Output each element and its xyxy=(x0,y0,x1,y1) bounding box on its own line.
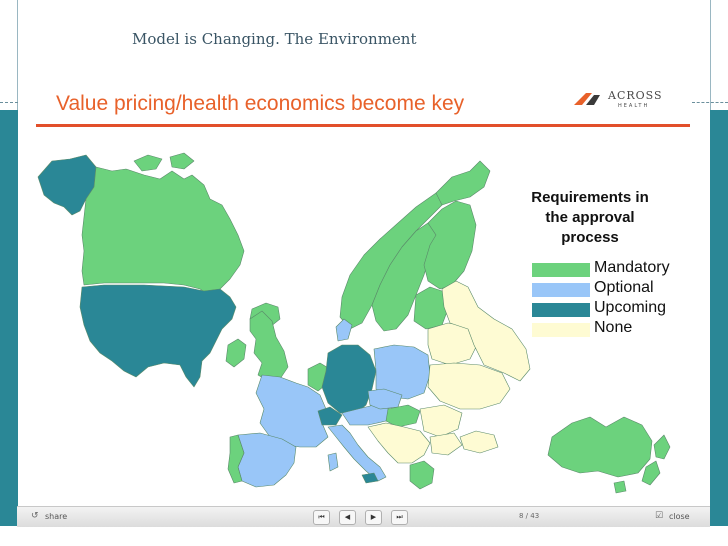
region-switzerland xyxy=(317,406,343,426)
region-turkey-edge xyxy=(459,430,499,454)
region-france xyxy=(255,374,329,448)
region-finland xyxy=(423,200,477,290)
legend-title-line: the approval xyxy=(545,209,635,226)
region-romania xyxy=(419,404,463,438)
region-hungary xyxy=(385,404,421,428)
region-ukraine xyxy=(427,362,511,410)
first-slide-button[interactable]: ⏮ xyxy=(313,510,330,525)
previous-slide-button[interactable]: ◀ xyxy=(339,510,356,525)
divider-right xyxy=(692,102,728,103)
legend-swatch xyxy=(532,323,590,337)
slide-title: Model is Changing. The Environment xyxy=(132,30,417,48)
region-italy xyxy=(327,424,387,482)
divider-left xyxy=(0,102,18,103)
side-band-right xyxy=(710,110,728,526)
region-denmark xyxy=(335,318,353,342)
region-russia-west xyxy=(441,280,531,382)
region-sicily xyxy=(361,472,379,484)
slide-heading: Value pricing/health economics become ke… xyxy=(56,92,465,115)
side-band-left xyxy=(0,110,18,526)
logo-mark-icon xyxy=(574,93,600,105)
share-icon: ↺ xyxy=(31,511,39,521)
region-new-zealand xyxy=(641,434,671,486)
close-label: close xyxy=(669,512,690,521)
region-bulgaria xyxy=(429,432,463,456)
region-baltics xyxy=(413,286,449,330)
skip-back-icon: ⏮ xyxy=(318,513,325,521)
last-slide-button[interactable]: ⏭ xyxy=(391,510,408,525)
legend-label: Upcoming xyxy=(594,299,667,316)
legend-label: Mandatory xyxy=(594,259,670,276)
region-balkans xyxy=(367,422,431,464)
region-tasmania xyxy=(613,480,627,494)
region-uk xyxy=(249,310,289,382)
legend-title: Requirements in the approval process xyxy=(510,188,670,248)
previous-icon: ◀ xyxy=(344,513,351,521)
skip-forward-icon: ⏭ xyxy=(396,513,403,521)
region-north-cape xyxy=(435,160,491,206)
player-toolbar: ↺ share ⏮ ◀ ▶ ⏭ 8 / 43 ☑ close xyxy=(17,506,710,527)
region-poland xyxy=(373,344,431,400)
across-health-logo: ACROSS HEALTH xyxy=(572,89,672,115)
region-canada-islands xyxy=(133,152,195,172)
region-ireland xyxy=(225,338,247,368)
share-label: share xyxy=(45,512,68,521)
play-icon: ▶ xyxy=(370,513,377,521)
slide-image: Value pricing/health economics become ke… xyxy=(24,75,692,505)
legend-label: Optional xyxy=(594,279,654,296)
logo-name: ACROSS xyxy=(608,89,663,102)
region-sardinia xyxy=(327,452,339,472)
region-usa xyxy=(79,284,237,388)
region-canada xyxy=(81,166,245,298)
region-greece xyxy=(409,460,435,490)
requirements-map xyxy=(37,152,671,494)
legend-swatch xyxy=(532,283,590,297)
legend-title-line: Requirements in xyxy=(531,189,649,206)
legend-swatch xyxy=(532,303,590,317)
legend-label: None xyxy=(594,319,633,336)
close-icon: ☑ xyxy=(655,511,664,521)
legend-swatch xyxy=(532,263,590,277)
region-portugal xyxy=(227,434,245,484)
play-button[interactable]: ▶ xyxy=(365,510,382,525)
logo-tagline: HEALTH xyxy=(618,103,650,109)
region-australia xyxy=(547,416,653,478)
region-germany xyxy=(321,344,377,416)
heading-underline xyxy=(36,124,690,127)
page-indicator: 8 / 43 xyxy=(519,512,540,520)
legend-title-line: process xyxy=(561,229,619,246)
